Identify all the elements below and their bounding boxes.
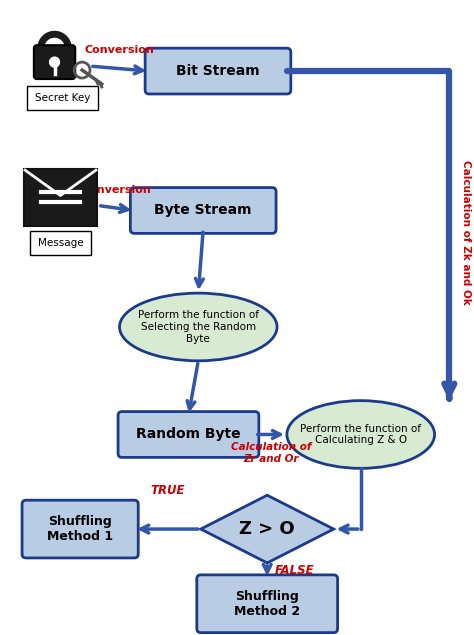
- Text: Calculation of Zk and Ok: Calculation of Zk and Ok: [461, 161, 471, 305]
- Text: Random Byte: Random Byte: [136, 427, 241, 441]
- FancyBboxPatch shape: [145, 48, 291, 94]
- Text: Conversion: Conversion: [81, 185, 151, 194]
- FancyBboxPatch shape: [197, 575, 337, 632]
- Text: TRUE: TRUE: [150, 485, 185, 497]
- Text: Shuffling
Method 1: Shuffling Method 1: [47, 515, 113, 543]
- Text: Shuffling
Method 2: Shuffling Method 2: [234, 590, 300, 618]
- FancyBboxPatch shape: [34, 45, 75, 79]
- Text: Conversion: Conversion: [85, 45, 155, 55]
- Text: Byte Stream: Byte Stream: [155, 203, 252, 217]
- Text: Perform the function of
Selecting the Random
Byte: Perform the function of Selecting the Ra…: [138, 311, 259, 344]
- Polygon shape: [201, 495, 334, 563]
- Text: Bit Stream: Bit Stream: [176, 64, 260, 78]
- FancyBboxPatch shape: [118, 411, 259, 457]
- Text: FALSE: FALSE: [275, 565, 315, 577]
- FancyBboxPatch shape: [22, 500, 138, 558]
- Ellipse shape: [119, 293, 277, 361]
- FancyBboxPatch shape: [130, 187, 276, 234]
- Text: Calculation of
Zr and Or: Calculation of Zr and Or: [231, 443, 311, 464]
- Text: Message: Message: [37, 238, 83, 248]
- FancyBboxPatch shape: [24, 169, 97, 226]
- Text: Z > O: Z > O: [239, 520, 295, 538]
- FancyBboxPatch shape: [27, 86, 98, 110]
- FancyBboxPatch shape: [30, 231, 91, 255]
- Text: Perform the function of
Calculating Z & O: Perform the function of Calculating Z & …: [300, 424, 421, 445]
- Text: Secret Key: Secret Key: [35, 93, 90, 103]
- Ellipse shape: [287, 401, 435, 469]
- Circle shape: [50, 57, 59, 67]
